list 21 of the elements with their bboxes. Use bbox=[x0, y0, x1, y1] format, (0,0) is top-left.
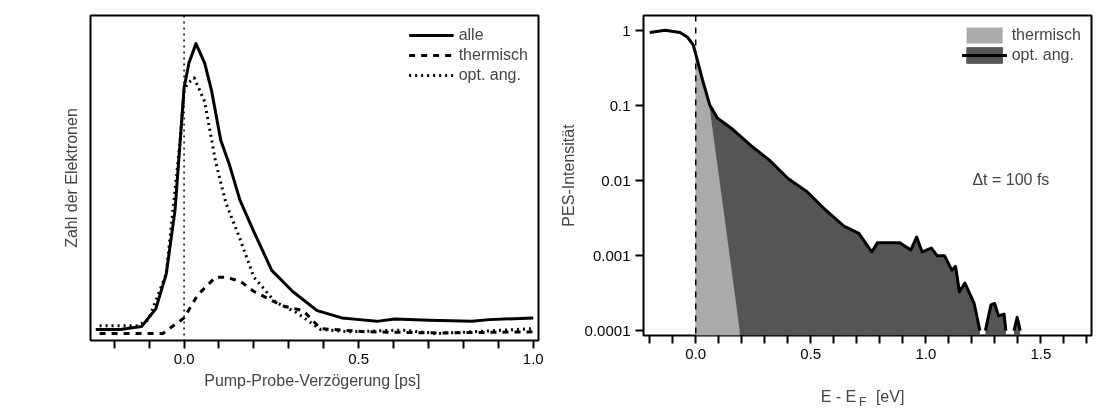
x-tick-label: 0.5 bbox=[348, 349, 370, 367]
x-tick-label: 1.0 bbox=[915, 344, 937, 362]
y-tick-label: 0.1 bbox=[609, 96, 631, 114]
x-axis-title: Pump-Probe-Verzögerung [ps] bbox=[204, 371, 421, 389]
x-tick-label: 1.5 bbox=[1030, 344, 1052, 362]
legend-label: opt. ang. bbox=[458, 66, 521, 84]
annotation: Δt = 100 fs bbox=[972, 170, 1050, 188]
y-axis-title: PES-Intensität bbox=[559, 123, 577, 227]
x-tick-label: 0.5 bbox=[800, 344, 822, 362]
y-tick-label: 0.001 bbox=[592, 246, 631, 264]
x-tick-label: 0.0 bbox=[173, 349, 195, 367]
legend-label: thermisch bbox=[458, 46, 528, 64]
y-tick-label: 1 bbox=[622, 21, 631, 39]
x-tick-label: 1.0 bbox=[522, 349, 544, 367]
legend-label: alle bbox=[458, 26, 484, 44]
x-tick-label: 0.0 bbox=[685, 344, 707, 362]
y-tick-label: 0.01 bbox=[601, 171, 631, 189]
legend-label: opt. ang. bbox=[1011, 46, 1074, 64]
legend-label: thermisch bbox=[1011, 26, 1081, 44]
y-axis-title: Zahl der Elektronen bbox=[62, 108, 80, 248]
y-tick-label: 0.0001 bbox=[584, 321, 631, 339]
